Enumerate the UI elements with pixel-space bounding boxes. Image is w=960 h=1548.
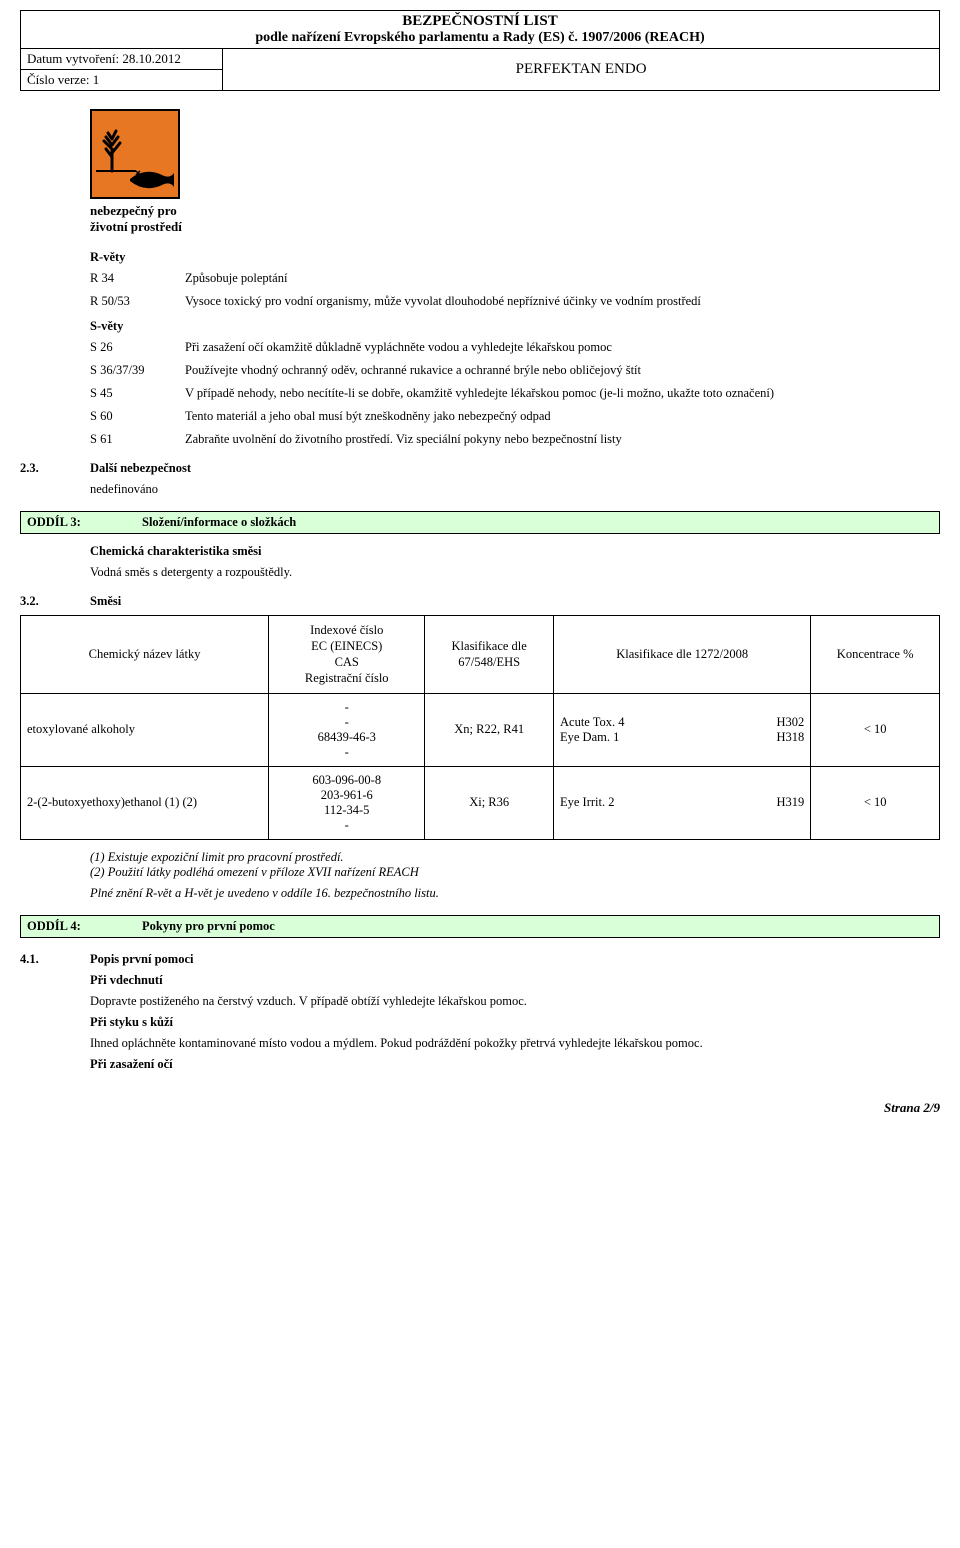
composition-table: Chemický název látky Indexové čísloEC (E… [20,615,940,840]
header-version: Číslo verze: 1 [27,72,216,88]
subsec-32-num: 3.2. [20,594,90,609]
s-phrase-row: S 60 Tento materiál a jeho obal musí být… [90,409,940,424]
s-code: S 61 [90,432,185,447]
subsection-3-2: 3.2. Směsi [20,594,940,609]
document-header: BEZPEČNOSTNÍ LIST podle nařízení Evropsk… [20,10,940,91]
subsec-41-title: Popis první pomoci [90,952,194,967]
cell-klas67: Xn; R22, R41 [425,693,554,766]
comp-fulltext-note: Plné znění R-vět a H-vět je uvedeno v od… [90,886,940,901]
r-code: R 34 [90,271,185,286]
s-phrase-row: S 26 Při zasažení očí okamžitě důkladně … [90,340,940,355]
env-hazard-icon [90,109,180,199]
header-date: Datum vytvoření: 28.10.2012 [27,51,216,67]
section-3-bar: ODDÍL 3: Složení/informace o složkách [20,511,940,534]
section-3-num: ODDÍL 3: [27,515,142,530]
th-index: Indexové čísloEC (EINECS)CASRegistrační … [269,615,425,693]
s-text: Při zasažení očí okamžitě důkladně vyplá… [185,340,940,355]
subsec-title: Další nebezpečnost [90,461,191,476]
r-text: Způsobuje poleptání [185,271,940,286]
r-phrase-row: R 50/53 Vysoce toxický pro vodní organis… [90,294,940,309]
section-3-sub1-body: Vodná směs s detergenty a rozpouštědly. [90,565,940,580]
cell-klas1272: Eye Irrit. 2 H319 [554,766,811,839]
hazard-block: nebezpečný pro životní prostředí [90,109,940,236]
table-row: 2-(2-butoxyethoxy)ethanol (1) (2) 603-09… [21,766,940,839]
product-name: PERFEKTAN ENDO [516,61,647,77]
cell-conc: < 10 [811,693,940,766]
first-aid-text: Dopravte postiženého na čerstvý vzduch. … [90,994,940,1009]
hazard-label-1: nebezpečný pro [90,203,177,218]
subsec-32-title: Směsi [90,594,121,609]
subsec-num: 2.3. [20,461,90,476]
header-sub-title: podle nařízení Evropského parlamentu a R… [27,30,933,46]
subsection-2-3: 2.3. Další nebezpečnost [20,461,940,476]
s-code: S 36/37/39 [90,363,185,378]
section-4-num: ODDÍL 4: [27,919,142,934]
r-phrase-row: R 34 Způsobuje poleptání [90,271,940,286]
th-klas1272: Klasifikace dle 1272/2008 [554,615,811,693]
first-aid-heading: Při vdechnutí [90,973,940,988]
table-row: etoxylované alkoholy --68439-46-3- Xn; R… [21,693,940,766]
subsec-23-body: nedefinováno [90,482,940,497]
section-4-title: Pokyny pro první pomoc [142,919,275,934]
s-code: S 26 [90,340,185,355]
s-code: S 45 [90,386,185,401]
page-number: Strana 2/9 [20,1100,940,1116]
s-phrase-row: S 61 Zabraňte uvolnění do životního pros… [90,432,940,447]
r-heading: R-věty [90,250,940,265]
s-text: V případě nehody, nebo necítíte-li se do… [185,386,940,401]
cell-index: 603-096-00-8203-961-6112-34-5- [269,766,425,839]
section-4-bar: ODDÍL 4: Pokyny pro první pomoc [20,915,940,938]
s-phrase-row: S 36/37/39 Používejte vhodný ochranný od… [90,363,940,378]
first-aid-heading: Při styku s kůží [90,1015,940,1030]
first-aid-heading: Při zasažení očí [90,1057,940,1072]
subsec-41-num: 4.1. [20,952,90,967]
comp-notes: (1) Existuje expoziční limit pro pracovn… [90,850,940,880]
s-text: Zabraňte uvolnění do životního prostředí… [185,432,940,447]
s-phrase-row: S 45 V případě nehody, nebo necítíte-li … [90,386,940,401]
cell-klas67: Xi; R36 [425,766,554,839]
s-phrases: S-věty S 26 Při zasažení očí okamžitě dů… [90,319,940,447]
r-phrases: R-věty R 34 Způsobuje poleptáníR 50/53 V… [90,250,940,309]
th-conc: Koncentrace % [811,615,940,693]
subsection-4-1: 4.1. Popis první pomoci [20,952,940,967]
s-text: Používejte vhodný ochranný oděv, ochrann… [185,363,940,378]
first-aid-text: Ihned opláchněte kontaminované místo vod… [90,1036,940,1051]
th-name: Chemický název látky [21,615,269,693]
header-main-title: BEZPEČNOSTNÍ LIST [27,13,933,30]
hazard-label-2: životní prostředí [90,219,182,234]
cell-name: 2-(2-butoxyethoxy)ethanol (1) (2) [21,766,269,839]
section-3-sub1: Chemická charakteristika směsi [90,544,940,559]
th-klas67: Klasifikace dle67/548/EHS [425,615,554,693]
r-code: R 50/53 [90,294,185,309]
section-3-title: Složení/informace o složkách [142,515,296,530]
s-text: Tento materiál a jeho obal musí být zneš… [185,409,940,424]
r-text: Vysoce toxický pro vodní organismy, může… [185,294,940,309]
cell-index: --68439-46-3- [269,693,425,766]
cell-name: etoxylované alkoholy [21,693,269,766]
s-heading: S-věty [90,319,940,334]
cell-klas1272: Acute Tox. 4Eye Dam. 1 H302H318 [554,693,811,766]
cell-conc: < 10 [811,766,940,839]
s-code: S 60 [90,409,185,424]
